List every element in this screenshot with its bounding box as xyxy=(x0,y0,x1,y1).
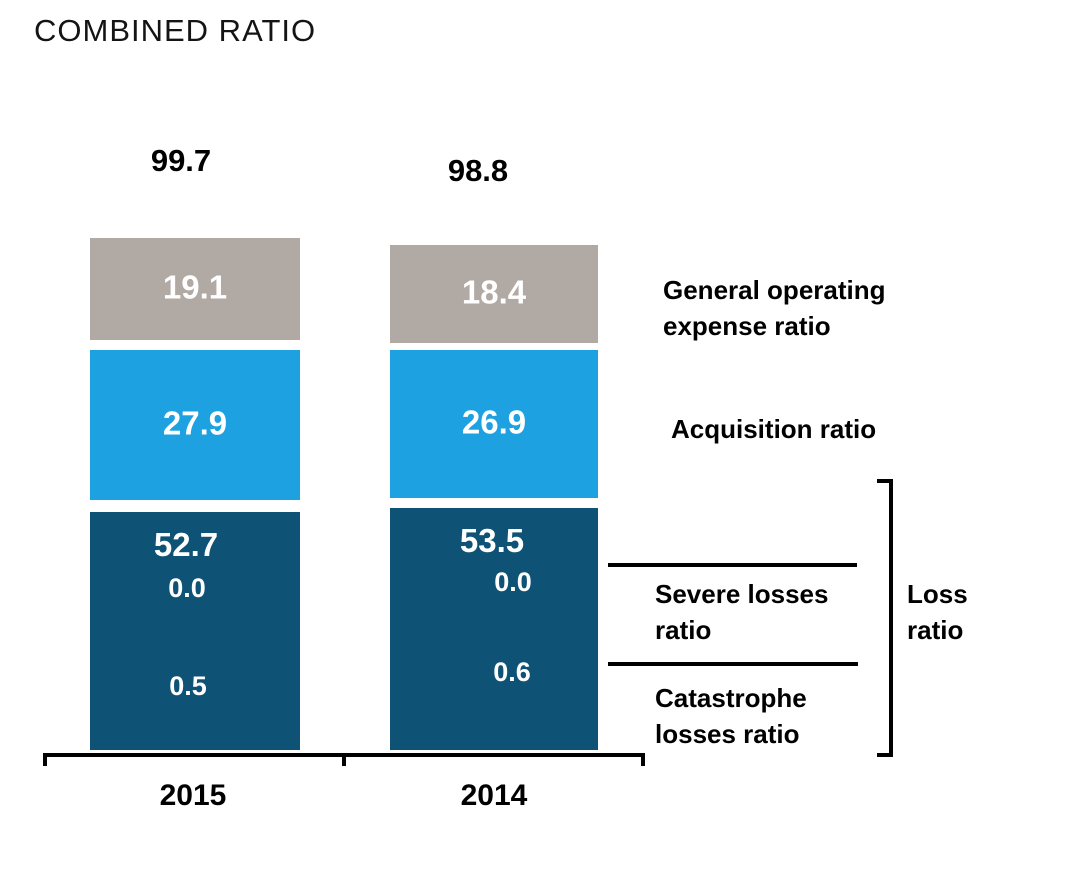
loss-ratio-bracket-bottom xyxy=(877,753,893,757)
value-2014-loss: 53.5 xyxy=(459,522,525,559)
bar-total-2015: 99.7 xyxy=(150,143,212,178)
label-catastrophe-losses-ratio: Catastrophe losses ratio xyxy=(655,680,807,752)
label-loss-ratio: Loss ratio xyxy=(907,576,968,648)
value-2014-severe-losses: 0.0 xyxy=(494,567,532,597)
label-severe-line1: Severe losses xyxy=(655,579,829,609)
label-loss-line1: Loss xyxy=(907,579,968,609)
bar-total-2014: 98.8 xyxy=(447,153,509,188)
label-catastrophe-line2: losses ratio xyxy=(655,719,800,749)
value-2015-acquisition: 27.9 xyxy=(162,404,228,442)
label-general-line1: General operating xyxy=(663,275,886,305)
value-2014-general-operating: 18.4 xyxy=(461,273,527,311)
callout-line-severe-losses xyxy=(608,563,857,567)
bar-2015-acquisition-segment: 27.9 xyxy=(90,350,300,500)
bar-2015-loss-segment: 52.7 0.0 0.5 xyxy=(90,512,300,750)
x-axis-tick-right xyxy=(641,753,645,766)
bar-2015-general-operating-segment: 19.1 xyxy=(90,238,300,340)
value-2014-catastrophe-losses: 0.6 xyxy=(493,657,531,687)
x-axis-tick-middle xyxy=(342,753,346,766)
label-general-operating-expense-ratio: General operating expense ratio xyxy=(663,272,886,344)
chart-title: COMBINED RATIO xyxy=(34,13,317,48)
value-2014-acquisition: 26.9 xyxy=(461,403,527,441)
value-2015-general-operating: 19.1 xyxy=(162,268,228,306)
loss-ratio-bracket-vertical xyxy=(889,479,893,757)
value-2015-loss: 52.7 xyxy=(153,526,219,563)
loss-ratio-bracket-top xyxy=(877,479,893,483)
bar-2014-loss-segment: 53.5 0.0 0.6 xyxy=(390,508,598,750)
label-acquisition-ratio: Acquisition ratio xyxy=(671,414,877,444)
value-2015-severe-losses: 0.0 xyxy=(168,573,206,603)
label-severe-line2: ratio xyxy=(655,615,712,645)
label-general-line2: expense ratio xyxy=(663,311,831,341)
label-catastrophe-line1: Catastrophe xyxy=(655,683,807,713)
category-label-2015: 2015 xyxy=(159,779,227,812)
category-label-2014: 2014 xyxy=(460,779,528,812)
label-loss-line2: ratio xyxy=(907,615,964,645)
callout-line-catastrophe-losses xyxy=(608,662,858,666)
bar-2014-general-operating-segment: 18.4 xyxy=(390,245,598,343)
x-axis-tick-left xyxy=(43,753,47,766)
bar-2014-acquisition-segment: 26.9 xyxy=(390,350,598,498)
value-2015-catastrophe-losses: 0.5 xyxy=(169,671,207,701)
label-severe-losses-ratio: Severe losses ratio xyxy=(655,576,828,648)
